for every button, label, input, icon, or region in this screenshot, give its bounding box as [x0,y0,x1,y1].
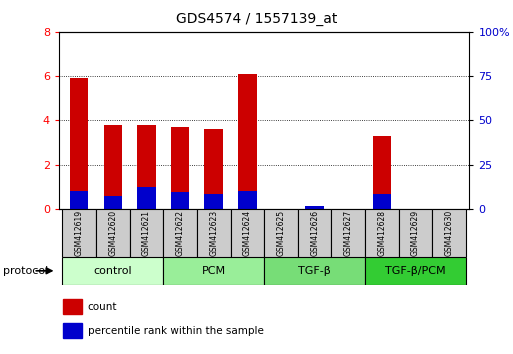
Bar [205,194,223,209]
Text: GSM412627: GSM412627 [344,210,353,256]
Text: count: count [88,302,117,312]
Text: GSM412620: GSM412620 [108,210,117,256]
Text: GSM412623: GSM412623 [209,210,218,256]
Bar [305,206,324,209]
Bar [365,257,466,285]
Bar [137,125,156,209]
Bar [331,209,365,257]
Bar [197,209,230,257]
Bar [96,209,130,257]
Text: percentile rank within the sample: percentile rank within the sample [88,326,264,336]
Bar [70,191,88,209]
Text: GSM412629: GSM412629 [411,210,420,256]
Bar [264,209,298,257]
Text: GSM412619: GSM412619 [75,210,84,256]
Bar [104,125,122,209]
Text: TGF-β: TGF-β [298,266,331,276]
Bar [63,323,82,338]
Bar [63,299,82,314]
Bar [63,257,163,285]
Bar [238,191,256,209]
Bar [305,206,324,209]
Text: control: control [93,266,132,276]
Bar [298,209,331,257]
Text: GSM412630: GSM412630 [445,210,453,256]
Text: PCM: PCM [202,266,226,276]
Bar [137,187,156,209]
Text: GSM412626: GSM412626 [310,210,319,256]
Bar [205,129,223,209]
Text: TGF-β/PCM: TGF-β/PCM [385,266,446,276]
Text: GSM412622: GSM412622 [175,210,185,256]
Bar [372,194,391,209]
Text: GSM412625: GSM412625 [277,210,286,256]
Text: GDS4574 / 1557139_at: GDS4574 / 1557139_at [176,12,337,27]
Bar [171,127,189,209]
Bar [171,192,189,209]
Text: GSM412628: GSM412628 [378,210,386,256]
Bar [264,257,365,285]
Bar [70,78,88,209]
Bar [399,209,432,257]
Bar [163,209,197,257]
Text: protocol: protocol [3,266,48,276]
Bar [163,257,264,285]
Bar [130,209,163,257]
Bar [238,74,256,209]
Bar [432,209,466,257]
Bar [372,136,391,209]
Bar [365,209,399,257]
Bar [104,195,122,209]
Text: GSM412621: GSM412621 [142,210,151,256]
Text: GSM412624: GSM412624 [243,210,252,256]
Bar [230,209,264,257]
Bar [63,209,96,257]
